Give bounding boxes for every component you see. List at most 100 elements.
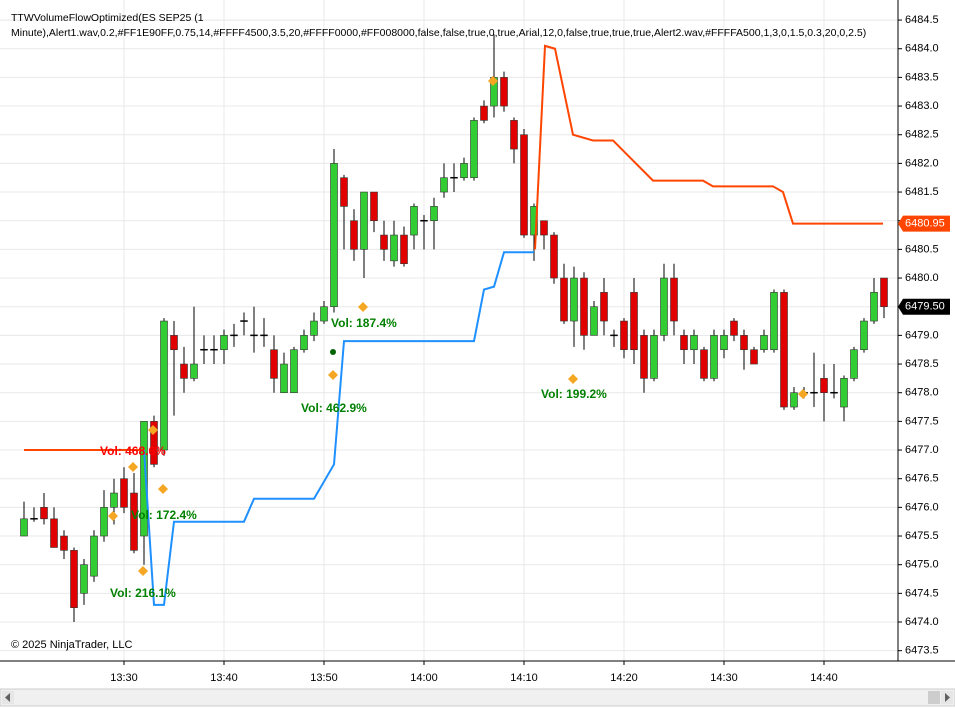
candle-body (350, 220, 358, 250)
annotation: Vol: 172.4% (131, 508, 197, 522)
x-tick-label: 13:50 (310, 672, 338, 684)
candle-body (100, 507, 108, 537)
candle-body (680, 335, 688, 351)
candle-body (300, 335, 308, 351)
candle-body (560, 277, 568, 322)
candle-body (710, 335, 718, 379)
candle-body (80, 564, 88, 594)
candle-body (630, 292, 638, 351)
candle-body (540, 220, 548, 236)
candle-body (760, 335, 768, 351)
candle-body (240, 320, 248, 322)
candle-body (280, 363, 288, 394)
indicator-title: TTWVolumeFlowOptimized(ES SEP25 (1 Minut… (11, 12, 867, 39)
price-marker: 6480.95 (898, 215, 950, 232)
candle-body (210, 348, 218, 351)
candle-body (270, 349, 278, 379)
candle-body (440, 177, 448, 193)
candle-body (850, 349, 858, 379)
candle-body (740, 335, 748, 351)
candle-body (150, 421, 158, 465)
annotation: Vol: 199.2% (541, 387, 607, 401)
signal-diamond (158, 484, 168, 494)
candle-body (290, 349, 298, 394)
y-tick-label: 6473.5 (905, 645, 939, 657)
signal-diamond (568, 374, 578, 384)
candle-body (690, 335, 698, 351)
candle-body (520, 134, 528, 236)
signal-diamond (328, 370, 338, 380)
candle-body (790, 392, 798, 408)
signal-diamond (358, 302, 368, 312)
candle-body (590, 306, 598, 336)
candle-body (70, 550, 78, 608)
signal-dot (330, 349, 336, 355)
y-tick-label: 6479.0 (905, 329, 939, 341)
candle-body (420, 219, 428, 222)
candle-body (320, 306, 328, 322)
candle-body (470, 120, 478, 179)
candle-body (120, 478, 128, 508)
candle-body (360, 191, 368, 250)
y-tick-label: 6482.5 (905, 129, 939, 141)
annotation: Vol: 216.1% (110, 586, 176, 600)
signal-diamond (128, 462, 138, 472)
scroll-right-arrow (945, 693, 950, 702)
candle-body (880, 277, 888, 308)
x-tick-label: 13:30 (110, 672, 138, 684)
candle-body (780, 292, 788, 408)
y-tick-label: 6476.0 (905, 501, 939, 513)
y-tick-label: 6483.5 (905, 71, 939, 83)
y-tick-label: 6480.0 (905, 272, 939, 284)
candle-body (390, 234, 398, 262)
y-tick-label: 6475.0 (905, 559, 939, 571)
candle-body (260, 334, 268, 337)
candle-body (170, 335, 178, 351)
candle-body (20, 518, 28, 537)
y-tick-label: 6474.0 (905, 616, 939, 628)
candle-body (530, 206, 538, 236)
scrollbar[interactable] (0, 688, 955, 707)
candle-body (180, 363, 188, 379)
scroll-thumb[interactable] (928, 691, 940, 704)
candle-body (250, 334, 258, 337)
candle-body (230, 334, 238, 337)
x-tick-label: 13:40 (210, 672, 238, 684)
x-tick-label: 14:40 (810, 672, 838, 684)
y-tick-label: 6477.0 (905, 444, 939, 456)
candle-body (50, 518, 58, 548)
candle-body (720, 335, 728, 351)
candle-body (860, 320, 868, 351)
candle-body (810, 391, 818, 394)
indicator-line (534, 44, 883, 250)
candle-body (510, 120, 518, 150)
candle-body (430, 206, 438, 222)
candle-body (700, 349, 708, 379)
candle-body (40, 507, 48, 520)
y-tick-label: 6484.5 (905, 14, 939, 26)
price-marker: 6479.50 (898, 298, 950, 315)
signal-diamond (488, 76, 498, 86)
candle-body (750, 349, 758, 365)
candle-body (110, 492, 118, 508)
y-tick-label: 6476.5 (905, 473, 939, 485)
y-tick-label: 6474.5 (905, 587, 939, 599)
candle-body (220, 335, 228, 351)
copyright: © 2025 NinjaTrader, LLC (11, 639, 132, 651)
price-marker-tag (898, 215, 950, 232)
y-tick-label: 6478.0 (905, 387, 939, 399)
plot (20, 34, 888, 623)
candle-body (730, 320, 738, 336)
candle-body (140, 421, 148, 537)
candle-body (870, 292, 878, 322)
price-marker-label: 6480.95 (905, 217, 945, 229)
candle-body (370, 191, 378, 222)
candle-body (830, 391, 838, 394)
candle-body (130, 492, 138, 551)
price-marker-label: 6479.50 (905, 301, 945, 313)
candle-body (90, 535, 98, 577)
candle-body (310, 320, 318, 336)
candle-body (480, 105, 488, 121)
annotation: Vol: 468.6% (100, 444, 166, 458)
